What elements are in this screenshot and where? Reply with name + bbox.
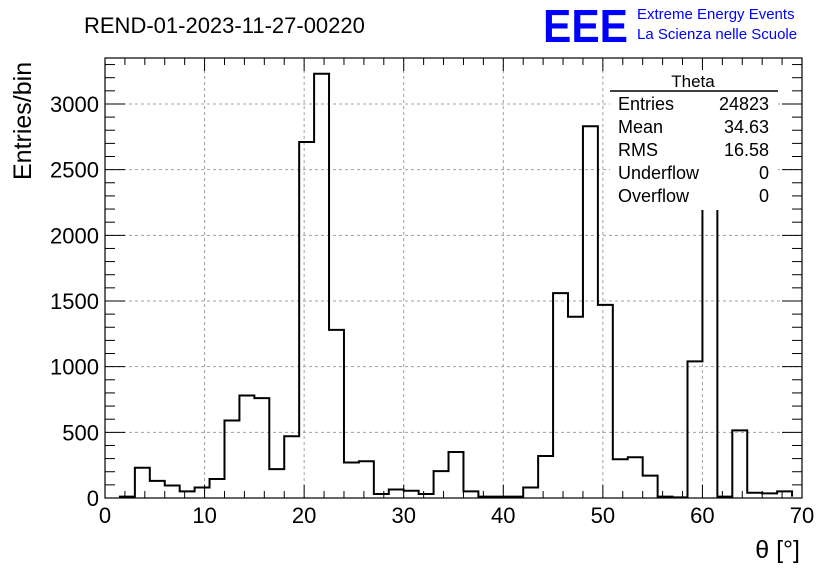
histogram-bin [583, 126, 598, 498]
y-tick-label: 2000 [50, 223, 99, 248]
histogram-bin [687, 361, 702, 498]
histogram-bin [165, 486, 180, 498]
histogram-bin [135, 468, 150, 498]
y-tick-label: 1500 [50, 289, 99, 314]
histogram-bin [284, 436, 299, 498]
y-tick-label: 500 [62, 420, 99, 445]
histogram-outline [118, 72, 794, 499]
axis-ticks [104, 58, 803, 499]
logo-line-1: Extreme Energy Events [637, 6, 795, 23]
stats-row-value: 16.58 [724, 140, 769, 160]
stats-title: Theta [671, 72, 715, 91]
histogram-bin [523, 487, 538, 498]
logo-mark: EEE [543, 0, 628, 52]
stats-row-label: Entries [618, 94, 674, 114]
plot-frame [104, 57, 803, 499]
histogram-bin [434, 471, 449, 498]
x-tick-label: 20 [292, 503, 316, 528]
stats-row-label: Underflow [618, 163, 700, 183]
y-tick-label: 1000 [50, 355, 99, 380]
y-tick-label: 2500 [50, 158, 99, 183]
histogram-bin [359, 461, 374, 498]
y-tick-label: 0 [87, 486, 99, 511]
histogram-bin [553, 293, 568, 498]
histogram-bin [389, 489, 404, 498]
eee-logo: EEE Extreme Energy Events La Scienza nel… [543, 0, 797, 52]
histogram-bin [210, 479, 225, 498]
histogram-bin [613, 459, 628, 498]
histogram-bin [538, 456, 553, 498]
histogram-bin [344, 463, 359, 498]
stats-row-value: 0 [759, 163, 769, 183]
histogram-series [118, 72, 794, 499]
x-axis-title: θ [°] [755, 536, 800, 564]
histogram-bin [643, 476, 658, 498]
histogram-bin [628, 457, 643, 498]
x-tick-label: 0 [99, 503, 111, 528]
histogram-bin [702, 168, 717, 498]
x-tick-label: 30 [391, 503, 415, 528]
histogram-bin [329, 330, 344, 498]
y-tick-label: 3000 [50, 92, 99, 117]
y-tick-labels: 0 500 1000 1500 2000 2500 3000 [50, 92, 99, 511]
stats-row-value: 34.63 [724, 117, 769, 137]
run-title: REND-01-2023-11-27-00220 [84, 13, 365, 38]
histogram-bin [449, 452, 464, 498]
stats-row-value: 0 [759, 186, 769, 206]
x-tick-label: 10 [192, 503, 216, 528]
histogram-bin [269, 469, 284, 498]
histogram-bin [299, 142, 314, 498]
stats-row-label: RMS [618, 140, 658, 160]
histogram-bin [239, 396, 254, 498]
x-tick-label: 60 [690, 503, 714, 528]
stats-rows: Entries 24823 Mean 34.63 RMS 16.58 Underflow 0 O… [618, 94, 769, 206]
x-tick-label: 40 [491, 503, 515, 528]
histogram-bin [732, 430, 747, 498]
y-axis-title: Entries/bin [9, 62, 37, 180]
histogram-bin [195, 487, 210, 498]
histogram-bin [404, 491, 419, 498]
stats-row-label: Overflow [618, 186, 690, 206]
stats-row-value: 24823 [719, 94, 769, 114]
stats-box: Theta Entries 24823 Mean 34.63 RMS 16.58 Under… [610, 70, 778, 210]
x-tick-label: 70 [790, 503, 814, 528]
stats-box-background [610, 70, 778, 210]
histogram-bin [254, 398, 269, 498]
histogram-bin [568, 317, 583, 498]
grid-lines [105, 58, 802, 498]
x-tick-labels: 0 10 20 30 40 50 60 70 [99, 503, 814, 528]
histogram-bin [314, 74, 329, 498]
logo-line-2: La Scienza nelle Scuole [637, 26, 797, 43]
histogram-bin [150, 481, 165, 498]
histogram-bin [598, 305, 613, 498]
stats-row-label: Mean [618, 117, 663, 137]
x-tick-label: 50 [591, 503, 615, 528]
